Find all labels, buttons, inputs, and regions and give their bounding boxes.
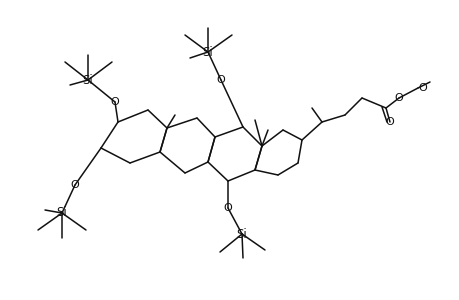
Text: Si: Si — [202, 46, 213, 59]
Text: Si: Si — [236, 227, 247, 241]
Text: O: O — [216, 75, 225, 85]
Text: Si: Si — [56, 206, 67, 220]
Text: O: O — [417, 83, 426, 93]
Text: Si: Si — [83, 74, 93, 86]
Text: O: O — [385, 117, 393, 127]
Text: O: O — [110, 97, 119, 107]
Text: O: O — [223, 203, 232, 213]
Text: O: O — [71, 180, 79, 190]
Text: O: O — [394, 93, 403, 103]
